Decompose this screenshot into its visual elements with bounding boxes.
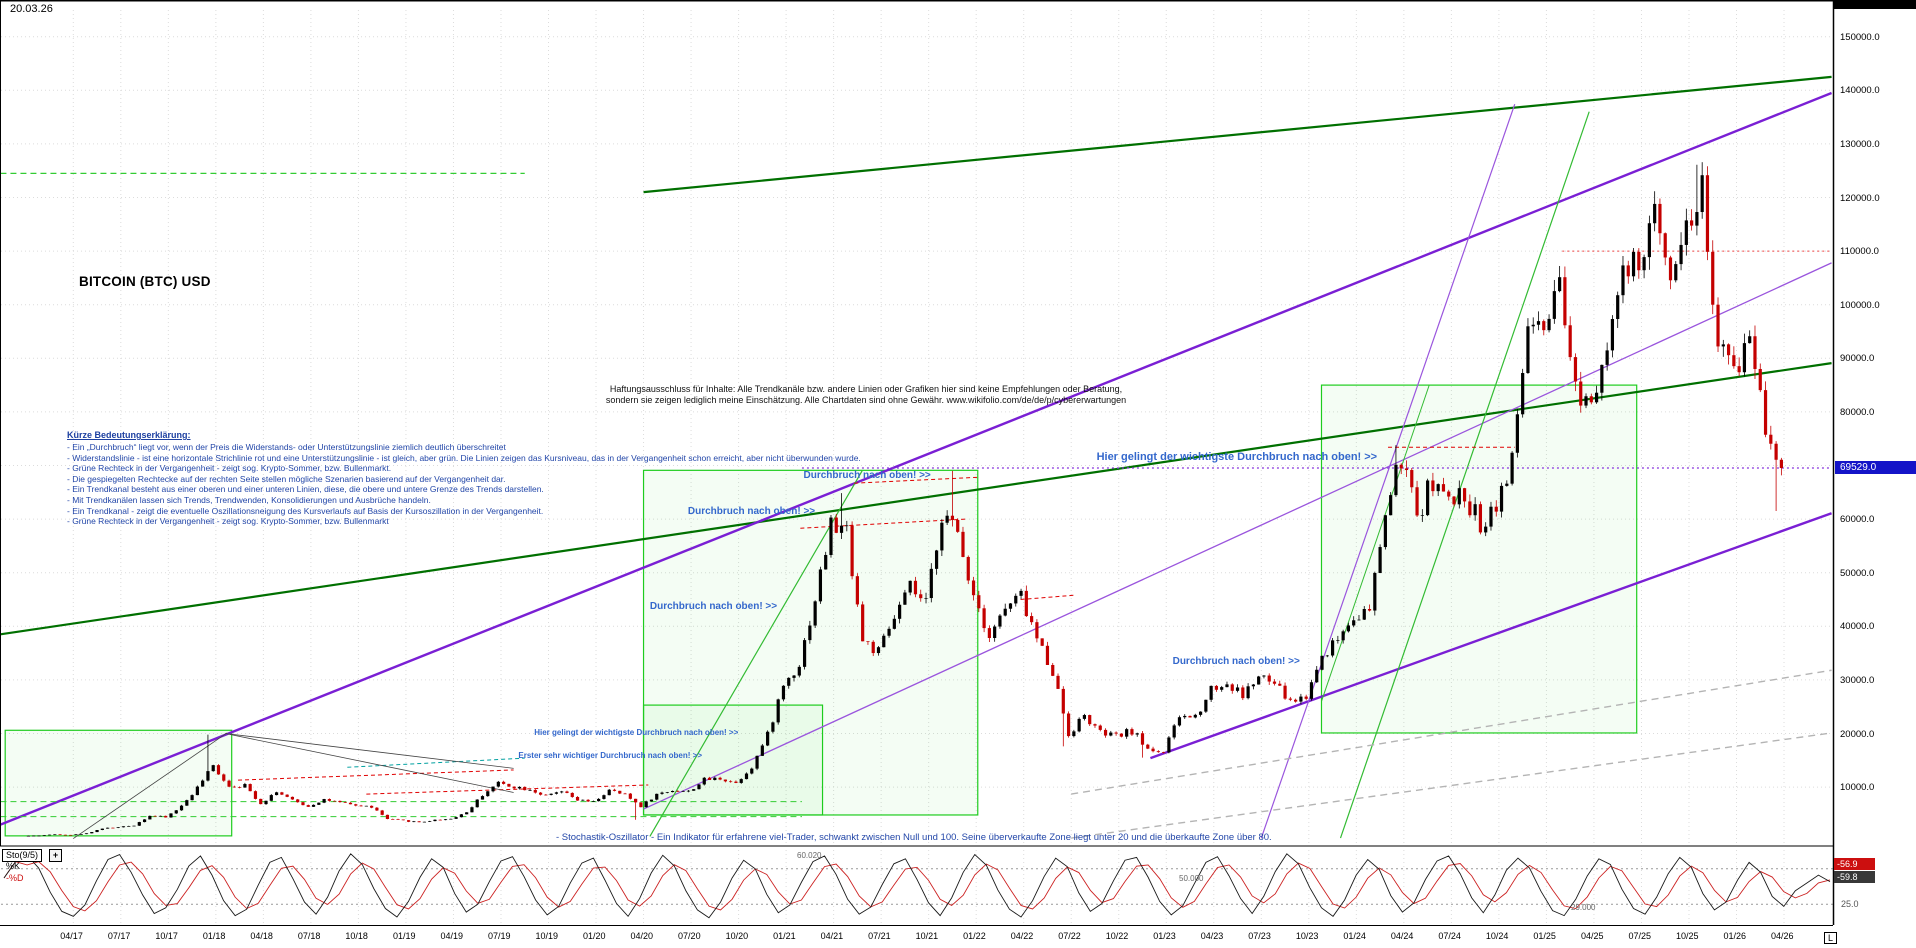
x-axis-label: 10/19 [535, 931, 559, 941]
price-axis-label: 10000.0 [1840, 782, 1875, 794]
indicator-add-button[interactable]: + [49, 849, 62, 862]
x-axis-label: 04/21 [820, 931, 844, 941]
x-axis-label: 07/20 [678, 931, 701, 941]
x-axis-label: 07/17 [107, 931, 131, 941]
symbol-title: BITCOIN (BTC) USD [79, 274, 211, 289]
x-axis-label: 01/20 [583, 931, 606, 941]
x-axis-label: 01/19 [392, 931, 416, 941]
x-axis-label: 10/23 [1295, 931, 1319, 941]
x-axis-label: 07/21 [868, 931, 891, 941]
x-axis-label: 07/18 [297, 931, 321, 941]
price-axis-label: 150000.0 [1840, 31, 1880, 43]
price-axis-label: 110000.0 [1840, 246, 1879, 258]
stochastic-k-label: %K [6, 861, 21, 871]
stochastic-indicator-button[interactable]: Sto(9/5) [2, 849, 43, 862]
x-axis-label: 04/17 [60, 931, 83, 941]
x-axis-label: 10/25 [1675, 931, 1699, 941]
date-label: 20.03.26 [10, 3, 53, 15]
price-axis-label: 100000.0 [1840, 299, 1880, 311]
legend-line: - Grüne Rechteck in der Vergangenheit - … [67, 463, 392, 474]
x-axis-label: 01/24 [1343, 931, 1366, 941]
legend-line: - Widerstandslinie - ist eine horizontal… [67, 452, 861, 463]
x-axis-label: 04/26 [1771, 931, 1794, 941]
legend-block: - Ein „Durchbruch“ liegt vor, wenn der P… [67, 442, 861, 527]
price-axis-label: 80000.0 [1840, 406, 1875, 418]
panel-level-label: 29.000 [1571, 903, 1596, 912]
legend-line: - Ein „Durchbruch“ liegt vor, wenn der P… [67, 442, 506, 452]
legend-line: - Mit Trendkanälen lassen sich Trends, T… [67, 494, 431, 505]
annotation: Durchbruch nach oben! >> [687, 506, 816, 518]
disclaimer-line1: Haftungsausschluss für Inhalte: Alle Tre… [609, 384, 1123, 394]
price-axis-label: 140000.0 [1840, 85, 1880, 97]
x-axis-label: 04/19 [440, 931, 463, 941]
stochastic-k-value-badge: -56.9 [1834, 858, 1875, 870]
price-axis-label: 20000.0 [1840, 728, 1875, 740]
annotation: Erster sehr wichtiger Durchbruch nach ob… [518, 750, 702, 760]
annotation: Hier gelingt der wichtigste Durchbruch n… [1096, 451, 1378, 464]
legend-title: Kürze Bedeutungserklärung: [67, 430, 191, 440]
current-price-badge: 69529.0 [1835, 461, 1916, 474]
legend-line: - Grüne Rechteck in der Vergangenheit - … [67, 516, 389, 527]
price-axis-label: 130000.0 [1840, 138, 1880, 150]
x-axis-label: 07/25 [1628, 931, 1651, 941]
legend-line: - Ein Trendkanal besteht aus einer obere… [67, 484, 544, 495]
legend-line: - Die gespiegelten Rechtecke auf der rec… [67, 473, 506, 484]
x-axis-label: 01/26 [1723, 931, 1747, 941]
x-axis-label: 04/24 [1390, 931, 1414, 941]
annotation: Durchbruch nach oben! >> [1172, 655, 1300, 667]
x-axis-label: 07/22 [1058, 931, 1081, 941]
stochastic-description: - Stochastik-Oszillator - Ein Indikator … [556, 832, 1272, 843]
stochastic-lower-level-label: 25.0 [1841, 899, 1859, 909]
x-axis-label: 01/18 [202, 931, 226, 941]
price-axis-label: 30000.0 [1840, 674, 1875, 686]
price-axis-label: 120000.0 [1840, 192, 1880, 204]
price-axis-label: 40000.0 [1840, 621, 1875, 633]
x-axis-label: 07/23 [1248, 931, 1271, 941]
x-axis-label: 04/20 [630, 931, 654, 941]
panel-level-label: 50.000 [1179, 874, 1204, 883]
x-axis-label: 10/24 [1485, 931, 1509, 941]
annotation: Durchbruch nach oben! >> [649, 601, 778, 613]
annotation: Hier gelingt der wichtigste Durchbruch n… [534, 727, 739, 737]
x-axis-label: 10/22 [1105, 931, 1129, 941]
x-axis-label: 07/19 [487, 931, 511, 941]
annotation: Durchbruch nach oben! >> [803, 469, 931, 481]
legend-line: - Ein Trendkanal - zeigt die eventuelle … [67, 505, 544, 516]
x-axis-label: 04/22 [1010, 931, 1034, 941]
disclaimer: Haftungsausschluss für Inhalte: Alle Tre… [556, 384, 1176, 406]
x-axis-label: 04/18 [250, 931, 273, 941]
x-axis-label: 01/22 [963, 931, 986, 941]
stochastic-d-value-badge: -59.8 [1834, 871, 1875, 883]
disclaimer-line2: sondern sie zeigen lediglich meine Einsc… [605, 395, 1127, 405]
price-axis-label: 60000.0 [1840, 514, 1875, 526]
x-axis-label: 10/18 [345, 931, 368, 941]
stochastic-d-label: -%D [6, 873, 24, 883]
x-axis-label: 04/25 [1580, 931, 1604, 941]
x-axis-label: 04/23 [1200, 931, 1224, 941]
x-axis-label: 01/25 [1533, 931, 1556, 941]
x-axis-label: 10/21 [915, 931, 939, 941]
x-axis-label: 01/21 [773, 931, 796, 941]
price-axis-label: 90000.0 [1840, 353, 1875, 365]
x-axis-label: 10/17 [155, 931, 178, 941]
scale-mode-button[interactable]: L [1824, 932, 1838, 944]
x-axis-label: 07/24 [1438, 931, 1461, 941]
panel-level-label: 60.020 [797, 851, 822, 860]
x-axis-label: 01/23 [1153, 931, 1176, 941]
price-axis-label: 50000.0 [1840, 567, 1875, 579]
x-axis-label: 10/20 [725, 931, 749, 941]
